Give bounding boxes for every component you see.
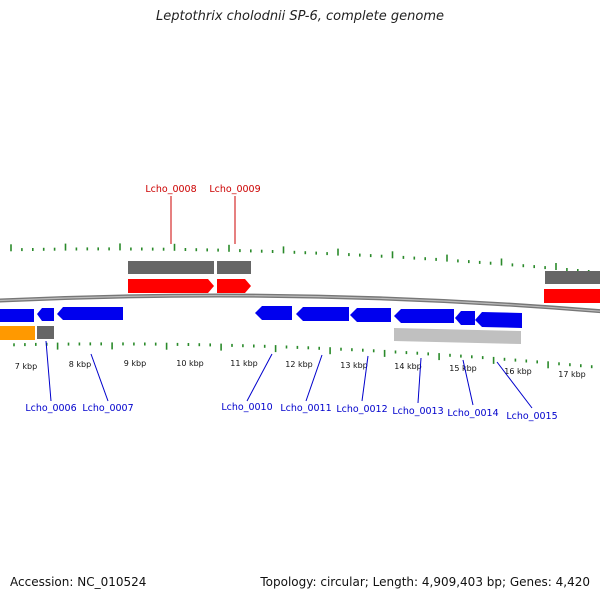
map-title: Leptothrix cholodnii SP-6, complete geno… bbox=[156, 9, 444, 24]
gene-label-lcho-0012[interactable]: Lcho_0012 bbox=[336, 404, 387, 415]
scale-label-13kbp: 13 kbp bbox=[340, 361, 368, 370]
leader-line-lcho-0015 bbox=[496, 361, 533, 409]
leader-line-lcho-0012 bbox=[361, 355, 369, 402]
cds-arrow-lcho-0006b[interactable] bbox=[37, 308, 54, 321]
gene-label-lcho-0010[interactable]: Lcho_0010 bbox=[221, 402, 272, 413]
cds-arrow-lcho-0012[interactable] bbox=[350, 308, 391, 322]
scale-label-10kbp: 10 kbp bbox=[176, 359, 204, 368]
scale-label-15kbp: 15 kbp bbox=[449, 364, 477, 373]
gene-label-lcho-0014[interactable]: Lcho_0014 bbox=[447, 408, 498, 419]
cds-arrow-lcho-0006a[interactable] bbox=[0, 309, 34, 322]
leader-line-lcho-0006 bbox=[45, 340, 52, 402]
gene-label-lcho-0008[interactable]: Lcho_0008 bbox=[145, 184, 196, 195]
gene-label-lcho-0013[interactable]: Lcho_0013 bbox=[392, 406, 443, 417]
scale-label-16kbp: 16 kbp bbox=[504, 367, 532, 376]
cds-arrow-lcho-0015[interactable] bbox=[475, 312, 522, 328]
gene-block-right-top[interactable] bbox=[545, 271, 600, 284]
cds-arrow-lcho-0013[interactable] bbox=[394, 309, 454, 323]
accession-text: Accession: NC_010524 bbox=[10, 575, 147, 589]
cds-arrow-right[interactable] bbox=[544, 289, 600, 303]
scale-label-7kbp: 7 kbp bbox=[15, 362, 37, 371]
leader-line-lcho-0007 bbox=[90, 353, 109, 402]
leader-line-lcho-0013 bbox=[417, 357, 422, 404]
cds-arrow-lcho-0008[interactable] bbox=[128, 279, 214, 293]
leader-line-lcho-0010 bbox=[246, 353, 273, 402]
cds-arrow-lcho-0007[interactable] bbox=[57, 307, 123, 320]
leader-line-lcho-0014 bbox=[462, 359, 474, 406]
scale-label-8kbp: 8 kbp bbox=[69, 360, 91, 369]
gene-block-lcho-0009[interactable] bbox=[217, 261, 251, 274]
cds-arrow-lcho-0010[interactable] bbox=[255, 306, 292, 320]
scale-label-17kbp: 17 kbp bbox=[558, 370, 586, 379]
genome-summary-text: Topology: circular; Length: 4,909,403 bp… bbox=[260, 575, 590, 589]
cds-arrow-lcho-0011[interactable] bbox=[296, 307, 349, 321]
scale-label-11kbp: 11 kbp bbox=[230, 359, 258, 368]
scale-labels: 7 kbp 8 kbp 9 kbp 10 kbp 11 kbp 12 kbp 1… bbox=[15, 359, 586, 379]
gene-label-lcho-0011[interactable]: Lcho_0011 bbox=[280, 403, 331, 414]
gene-label-lcho-0009[interactable]: Lcho_0009 bbox=[209, 184, 260, 195]
gene-block-orange[interactable] bbox=[0, 326, 35, 340]
leader-line-lcho-0011 bbox=[305, 354, 323, 402]
outer-ticks bbox=[10, 243, 590, 273]
cds-arrow-lcho-0014[interactable] bbox=[455, 311, 475, 325]
scale-label-14kbp: 14 kbp bbox=[394, 362, 422, 371]
gene-label-lcho-0006[interactable]: Lcho_0006 bbox=[25, 403, 76, 414]
gene-block-light-grey[interactable] bbox=[394, 328, 521, 344]
gene-label-lcho-0015[interactable]: Lcho_0015 bbox=[506, 411, 557, 422]
gene-label-lcho-0007[interactable]: Lcho_0007 bbox=[82, 403, 133, 414]
cds-arrow-lcho-0009[interactable] bbox=[217, 279, 251, 293]
gene-block-lcho-0008[interactable] bbox=[128, 261, 214, 274]
inner-ticks bbox=[13, 342, 593, 369]
scale-label-12kbp: 12 kbp bbox=[285, 360, 313, 369]
scale-label-9kbp: 9 kbp bbox=[124, 359, 146, 368]
gene-block-lcho-0006-grey[interactable] bbox=[37, 326, 54, 339]
